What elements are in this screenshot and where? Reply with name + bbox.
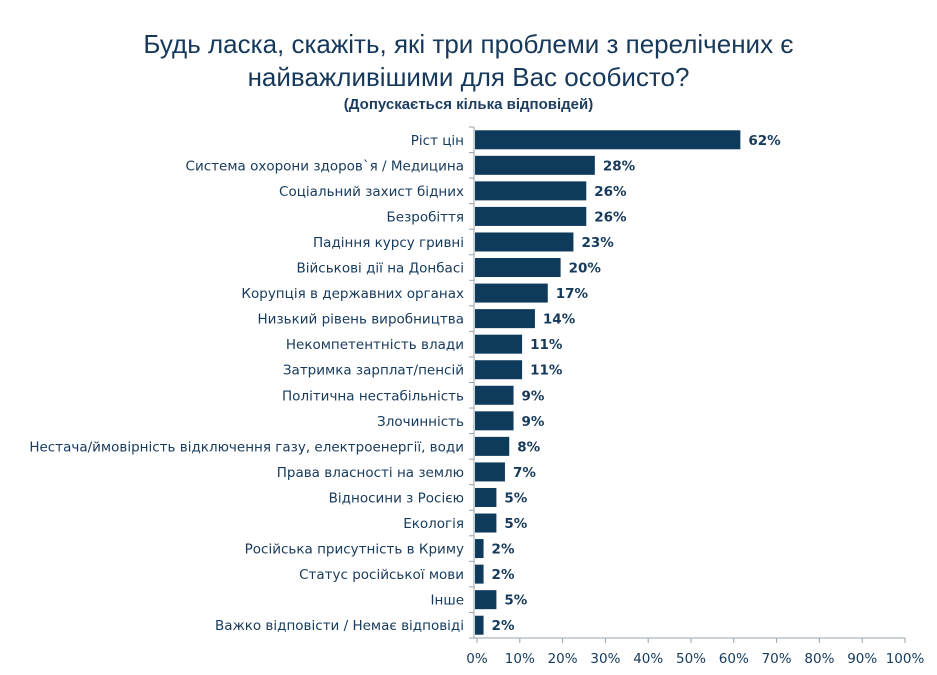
data-label: 62%: [748, 133, 781, 149]
data-label: 11%: [530, 337, 563, 353]
category-label: Відносини з Росією: [329, 490, 464, 506]
data-label: 20%: [569, 261, 602, 277]
category-label: Статус російської мови: [299, 567, 464, 583]
x-tick-label: 50%: [676, 651, 706, 667]
category-label: Некомпетентність влади: [286, 337, 464, 353]
category-label: Військові дії на Донбасі: [297, 261, 465, 277]
bar: [475, 411, 514, 431]
data-label: 8%: [517, 439, 540, 455]
data-label: 9%: [522, 414, 545, 430]
data-label: 2%: [492, 567, 515, 583]
bar: [475, 385, 514, 405]
category-label: Соціальний захист бідних: [279, 184, 464, 200]
bar: [475, 487, 497, 507]
category-label: Затримка зарплат/пенсій: [283, 363, 464, 379]
category-label: Російська присутність в Криму: [245, 542, 464, 558]
bar: [475, 513, 497, 533]
category-label: Ріст цін: [411, 133, 464, 149]
data-label: 5%: [504, 593, 527, 609]
category-label: Екологія: [403, 516, 464, 532]
data-label: 9%: [522, 388, 545, 404]
data-label: 23%: [581, 235, 614, 251]
x-tick-label: 70%: [762, 651, 792, 667]
data-label: 17%: [556, 286, 589, 302]
chart-title: Будь ласка, скажіть, які три проблеми з …: [0, 28, 937, 94]
category-label: Важко відповісти / Немає відповіді: [215, 618, 464, 634]
x-tick-label: 30%: [590, 651, 620, 667]
data-label: 5%: [504, 490, 527, 506]
category-label: Інше: [431, 593, 464, 609]
category-label: Політична нестабільність: [282, 388, 464, 404]
data-label: 11%: [530, 363, 563, 379]
bar: [475, 283, 548, 303]
category-label: Падіння курсу гривні: [313, 235, 464, 251]
bar: [475, 360, 523, 380]
bar: [475, 615, 484, 635]
data-label: 28%: [603, 158, 636, 174]
bar: [475, 462, 505, 482]
data-label: 5%: [504, 516, 527, 532]
bar: [475, 155, 595, 175]
x-tick-label: 10%: [505, 651, 535, 667]
category-label: Низький рівень виробництва: [258, 312, 464, 328]
bar: [475, 258, 561, 278]
category-label: Злочинність: [377, 414, 464, 430]
bar: [475, 436, 510, 456]
bar: [475, 130, 741, 150]
data-label: 14%: [543, 312, 576, 328]
category-label: Нестача/ймовірність відключення газу, ел…: [29, 439, 464, 455]
bar: [475, 181, 587, 201]
data-label: 7%: [513, 465, 536, 481]
chart-title-line-1: Будь ласка, скажіть, які три проблеми з …: [143, 29, 794, 59]
x-tick-label: 80%: [804, 651, 834, 667]
bar: [475, 539, 484, 559]
category-label: Безробіття: [387, 209, 465, 225]
category-label: Права власності на землю: [277, 465, 464, 481]
data-label: 26%: [594, 184, 627, 200]
x-tick-label: 60%: [719, 651, 749, 667]
bar: [475, 232, 574, 252]
bar: [475, 206, 587, 226]
bar: [475, 309, 535, 329]
x-tick-label: 100%: [886, 651, 925, 667]
bar: [475, 590, 497, 610]
data-label: 26%: [594, 209, 627, 225]
x-tick-label: 0%: [466, 651, 488, 667]
x-tick-label: 90%: [847, 651, 877, 667]
bar: [475, 334, 523, 354]
bar: [475, 564, 484, 584]
chart-title-line-2: найважливішими для Вас особисто?: [247, 62, 690, 92]
data-label: 2%: [492, 618, 515, 634]
x-tick-label: 40%: [633, 651, 663, 667]
data-label: 2%: [492, 542, 515, 558]
chart-subtitle: (Допускається кілька відповідей): [343, 96, 594, 113]
category-label: Корупція в державних органах: [241, 286, 464, 302]
category-label: Система охорони здоров`я / Медицина: [186, 158, 464, 174]
x-tick-label: 20%: [548, 651, 578, 667]
